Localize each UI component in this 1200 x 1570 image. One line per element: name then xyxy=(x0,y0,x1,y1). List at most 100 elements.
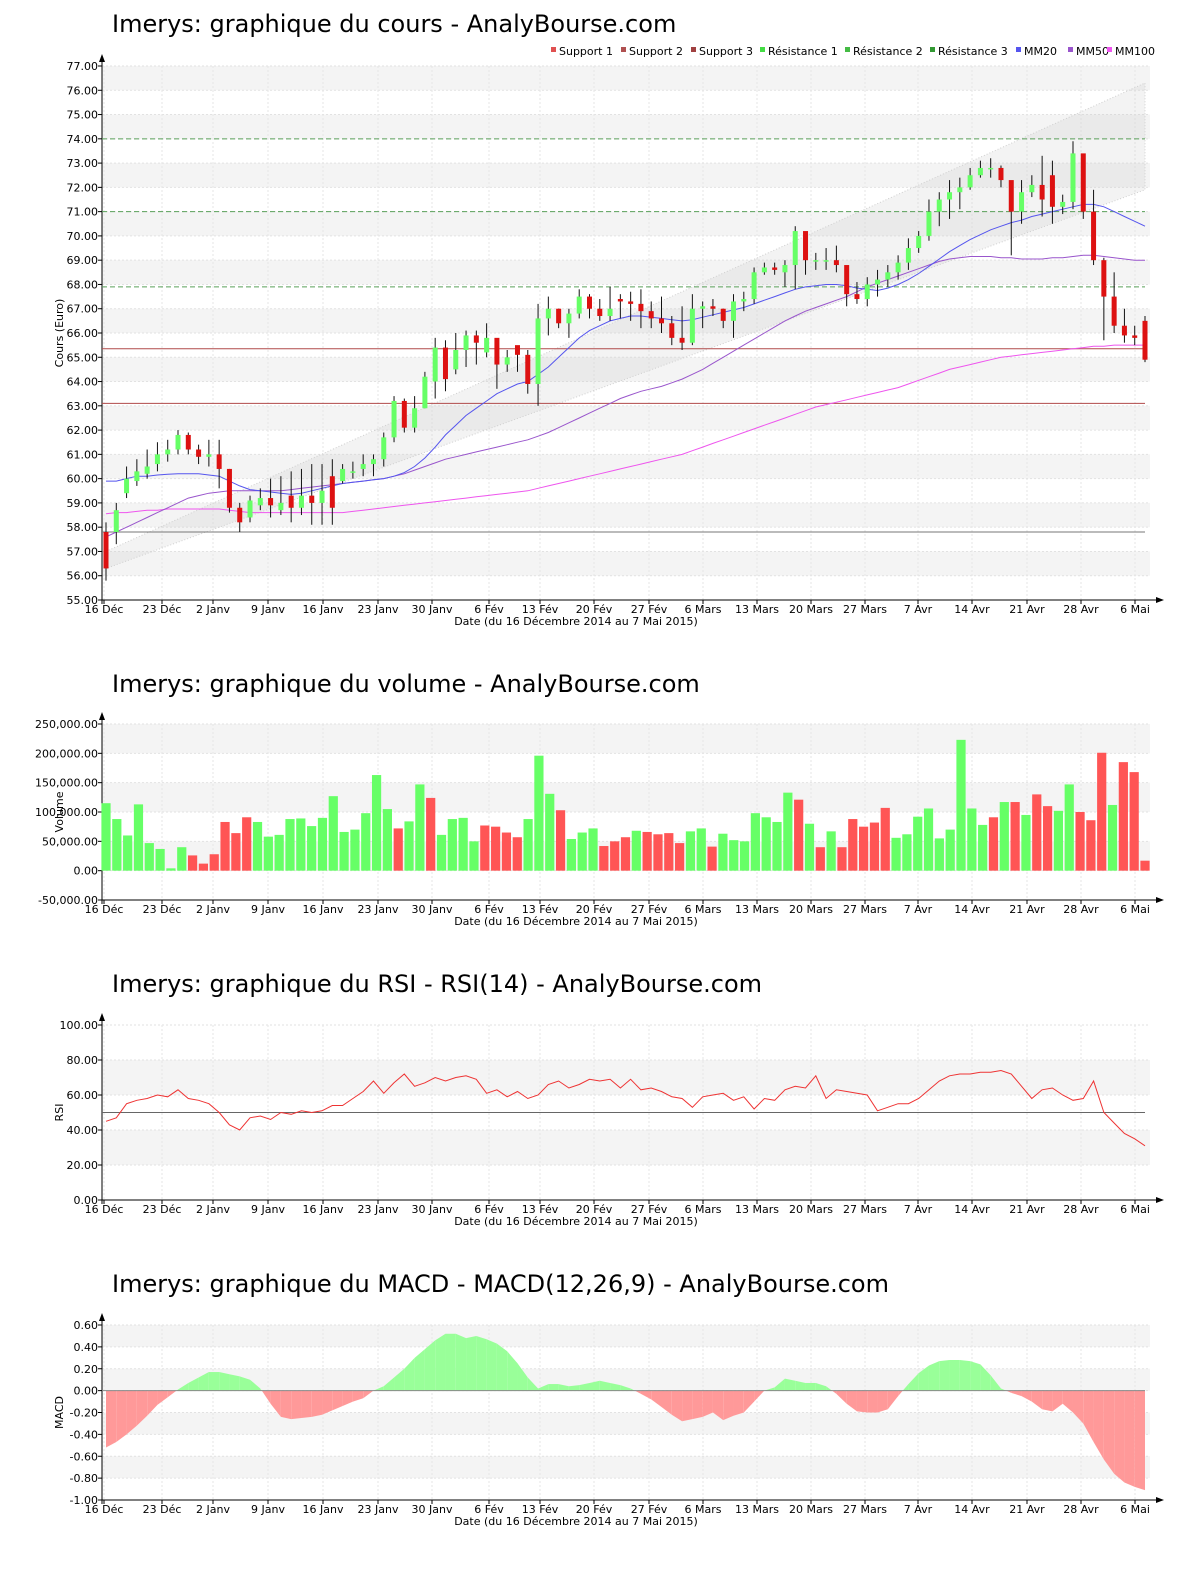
price-band xyxy=(102,551,1150,576)
rsi-xtick-label: 6 Mars xyxy=(685,1203,722,1216)
volume-bar xyxy=(804,823,815,871)
macd-area-segment xyxy=(455,1333,467,1391)
price-y-label: Cours (Euro) xyxy=(53,299,66,368)
volume-bar xyxy=(328,796,338,871)
macd-area-segment xyxy=(599,1380,611,1391)
volume-xtick-label: 20 Fév xyxy=(576,903,613,916)
macd-area-segment xyxy=(198,1372,209,1391)
volume-bar xyxy=(859,826,869,871)
price-band xyxy=(102,405,1150,431)
volume-bar xyxy=(545,793,555,871)
rsi-y-arrow xyxy=(99,1013,105,1021)
macd-area-segment xyxy=(311,1390,323,1417)
macd-area-segment xyxy=(568,1385,580,1391)
candle-body xyxy=(175,434,181,450)
macd-area-segment xyxy=(959,1360,971,1391)
macd-area-segment xyxy=(970,1361,981,1391)
rsi-xtick-label: 16 Déc xyxy=(85,1203,124,1216)
candle-body xyxy=(926,211,932,236)
rsi-xtick-label: 6 Fév xyxy=(474,1203,504,1216)
macd-area-segment xyxy=(167,1390,177,1398)
legend-label: MM20 xyxy=(1024,45,1057,58)
volume-x-arrow xyxy=(1156,897,1164,903)
macd-area-segment xyxy=(414,1349,425,1391)
macd-xtick-label: 13 Mars xyxy=(735,1503,779,1516)
rsi-ytick-label: 100.00 xyxy=(60,1019,99,1032)
volume-bar xyxy=(577,832,587,871)
price-x-arrow xyxy=(1156,597,1164,603)
volume-bar xyxy=(1097,752,1107,871)
candle-body xyxy=(1049,175,1055,207)
volume-bar xyxy=(274,834,284,871)
volume-bar xyxy=(112,819,122,871)
volume-bar xyxy=(501,832,512,871)
volume-xtick-label: 16 Déc xyxy=(85,903,124,916)
price-band xyxy=(102,308,1150,333)
price-ytick-label: 73.00 xyxy=(67,157,99,170)
macd-area-segment xyxy=(692,1390,703,1420)
macd-area-segment xyxy=(116,1390,127,1443)
candle-body xyxy=(576,296,582,314)
volume-bar xyxy=(631,830,641,871)
price-ytick-label: 57.00 xyxy=(67,545,99,558)
macd-area-segment xyxy=(178,1382,189,1391)
candle-body xyxy=(154,454,160,465)
volume-bar xyxy=(307,826,317,871)
price-ytick-label: 56.00 xyxy=(67,570,99,583)
volume-bar xyxy=(317,817,328,871)
volume-bar xyxy=(620,837,631,871)
volume-bar xyxy=(956,739,966,871)
volume-bar xyxy=(144,843,154,871)
legend-swatch xyxy=(1068,47,1073,52)
volume-bar xyxy=(978,824,988,871)
volume-bar xyxy=(198,863,209,871)
macd-area-segment xyxy=(795,1380,806,1391)
macd-area-segment xyxy=(239,1376,251,1391)
price-band xyxy=(102,260,1150,285)
price-xtick-label: 2 Janv xyxy=(196,603,230,616)
macd-area-segment xyxy=(126,1390,137,1435)
macd-ytick-label: 0.40 xyxy=(74,1341,99,1354)
candle-body xyxy=(257,498,263,506)
volume-xtick-label: 20 Mars xyxy=(789,903,833,916)
volume-xtick-label: 9 Janv xyxy=(251,903,285,916)
macd-area-segment xyxy=(887,1390,899,1410)
macd-area-segment xyxy=(877,1390,888,1413)
price-ytick-label: 66.00 xyxy=(67,327,99,340)
macd-ytick-label: 0.00 xyxy=(74,1385,99,1398)
candle-body xyxy=(442,347,448,380)
rsi-xtick-label: 28 Avr xyxy=(1063,1203,1099,1216)
volume-bar xyxy=(426,797,436,871)
legend-label: MM50 xyxy=(1076,45,1109,58)
volume-bar xyxy=(534,755,544,871)
price-ytick-label: 55.00 xyxy=(67,594,99,607)
macd-area-segment xyxy=(219,1372,230,1391)
volume-ytick-label: 200,000.00 xyxy=(35,747,98,760)
macd-area-segment xyxy=(373,1386,384,1391)
price-xtick-label: 20 Fév xyxy=(576,603,613,616)
volume-xtick-label: 21 Avr xyxy=(1009,903,1045,916)
candle-body xyxy=(967,175,973,188)
price-xtick-label: 23 Janv xyxy=(358,603,399,616)
legend-swatch xyxy=(1016,47,1021,52)
candle-body xyxy=(648,311,654,319)
volume-y-arrow xyxy=(99,712,105,720)
rsi-ytick-label: 20.00 xyxy=(67,1159,99,1172)
macd-xtick-label: 16 Déc xyxy=(85,1503,124,1516)
candle-body xyxy=(566,313,572,324)
macd-area-segment xyxy=(476,1335,487,1391)
candle-body xyxy=(669,323,675,338)
macd-area-segment xyxy=(332,1390,343,1411)
macd-xtick-label: 20 Mars xyxy=(789,1503,833,1516)
rsi-line xyxy=(105,1069,1146,1147)
price-xtick-label: 21 Avr xyxy=(1009,603,1045,616)
volume-bar xyxy=(1021,814,1031,871)
candle-body xyxy=(103,532,109,569)
macd-area-segment xyxy=(867,1390,878,1413)
price-xtick-label: 23 Déc xyxy=(143,603,182,616)
macd-xtick-label: 23 Déc xyxy=(143,1503,182,1516)
macd-ytick-label: -0.20 xyxy=(70,1407,98,1420)
volume-bar xyxy=(588,828,598,871)
legend-swatch xyxy=(1107,47,1112,52)
candle-body xyxy=(1111,296,1117,326)
